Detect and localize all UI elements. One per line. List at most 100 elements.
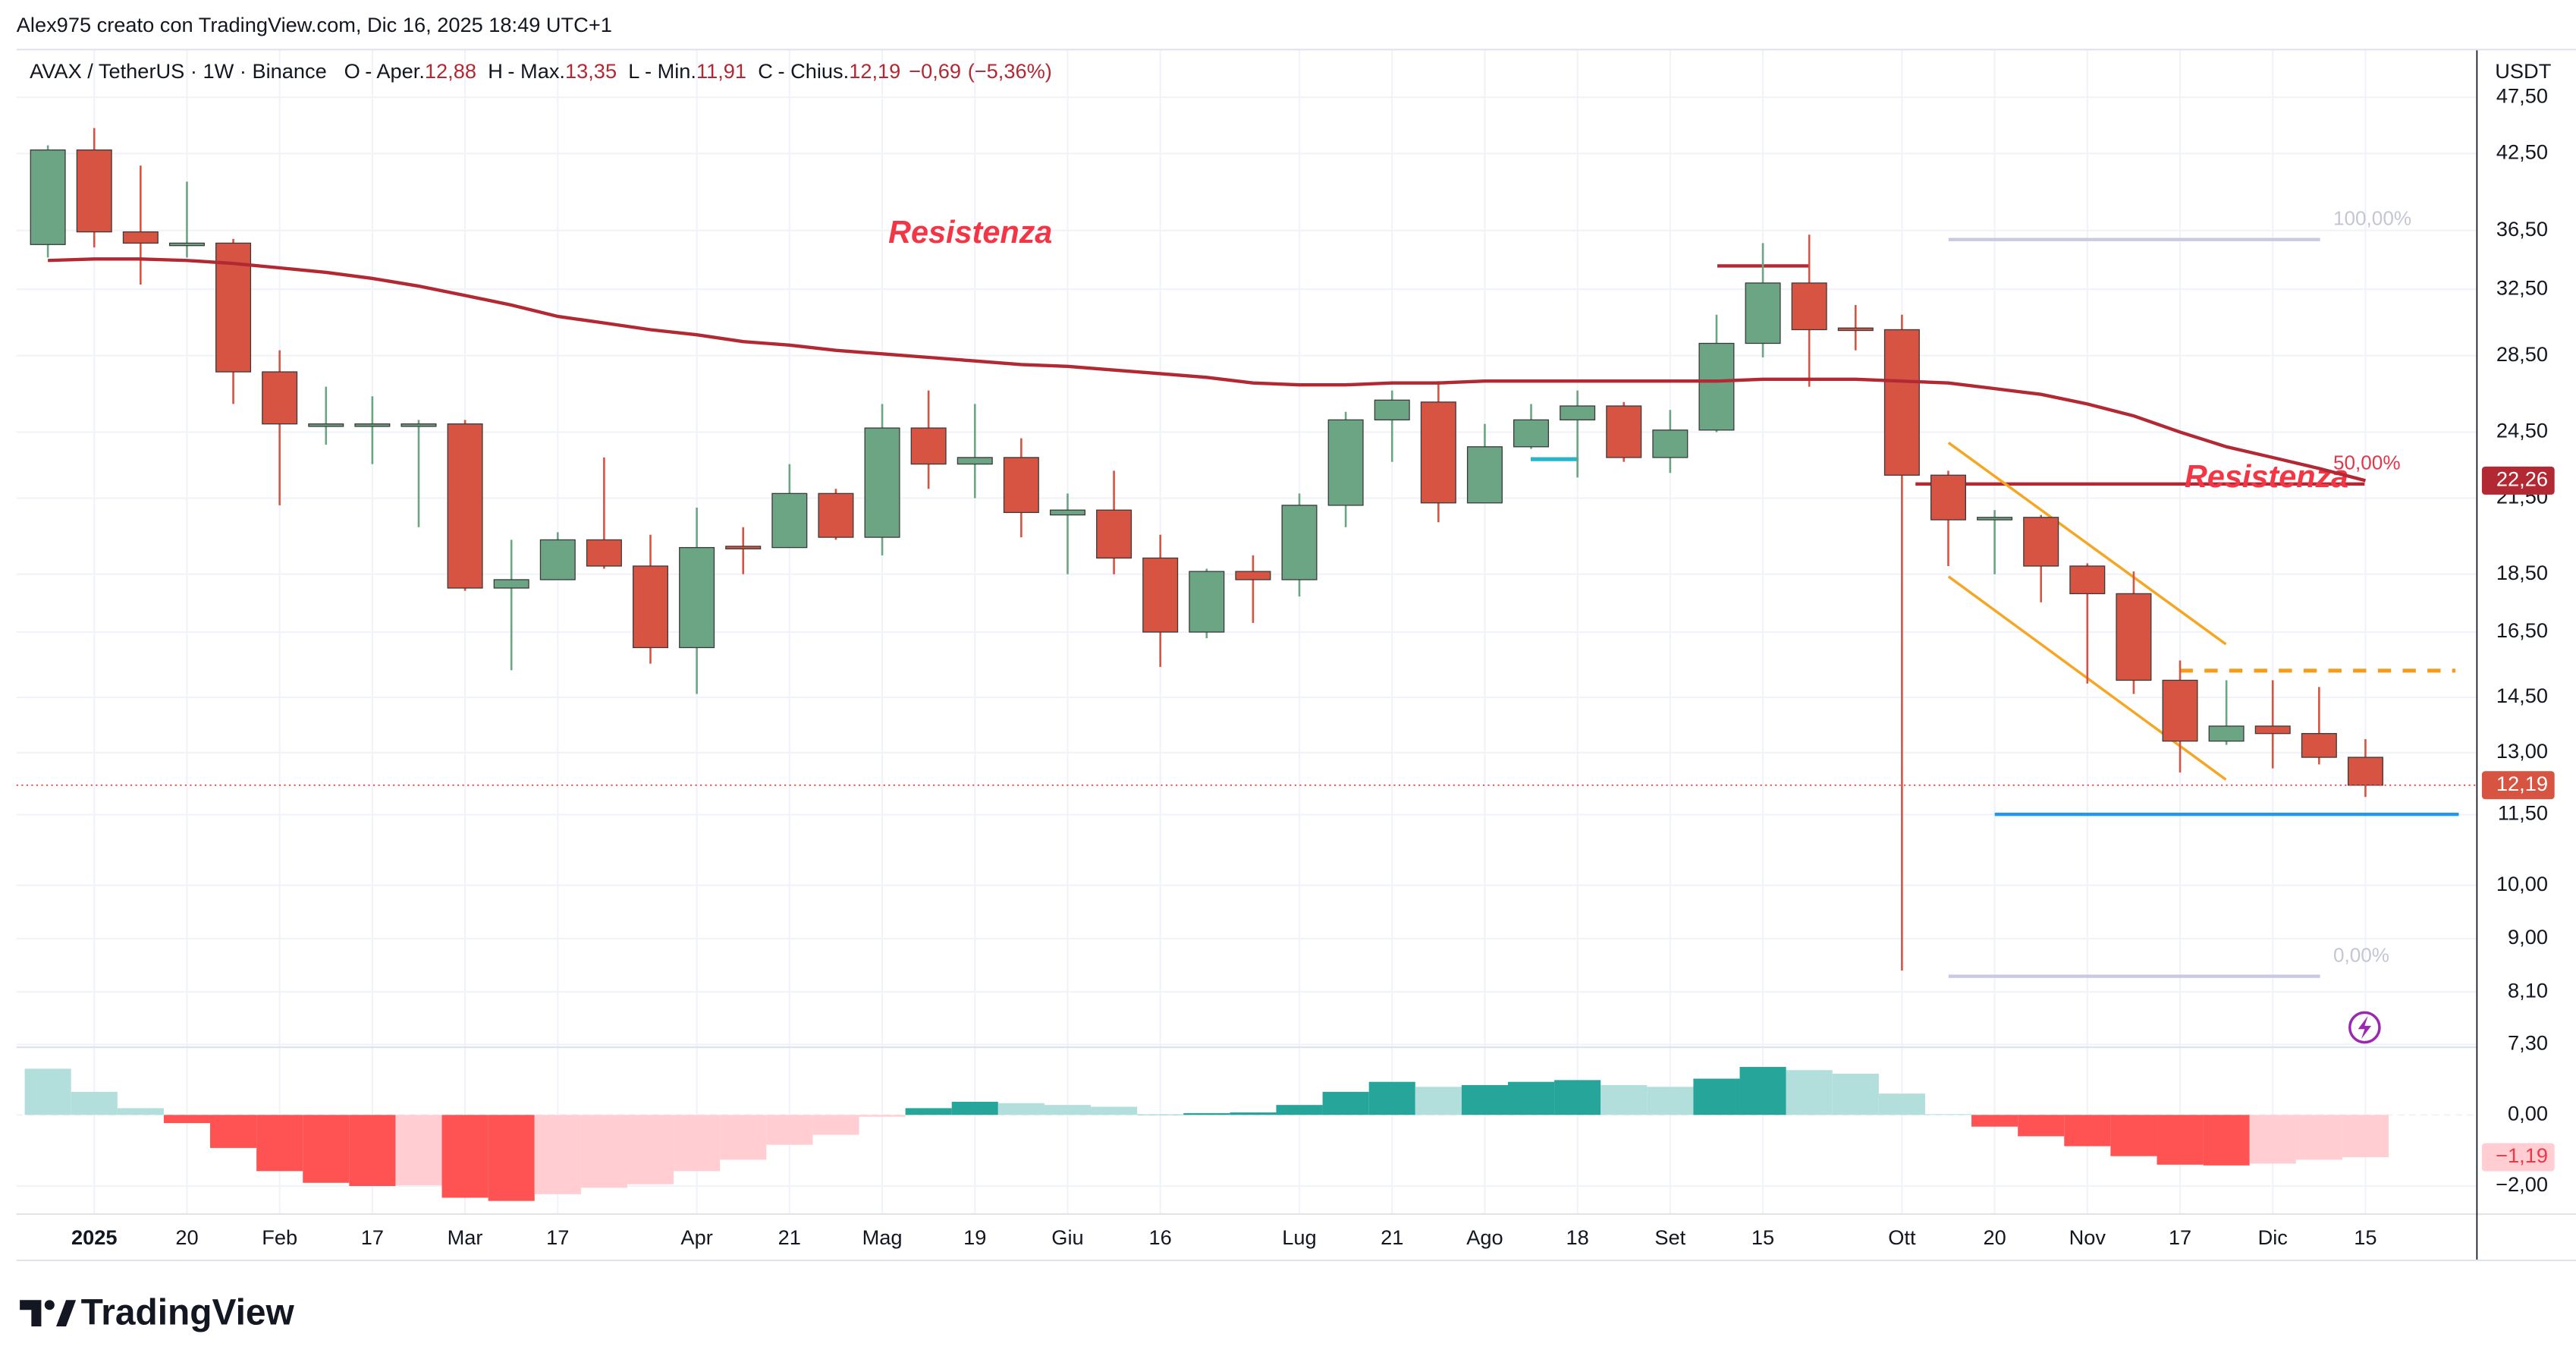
- y-tick-label: 11,50: [2498, 801, 2548, 825]
- logo-shape: [20, 1300, 42, 1327]
- fib-label: 0,00%: [2333, 943, 2389, 966]
- brand: TradingView: [81, 1292, 295, 1332]
- alert-icon-bolt[interactable]: [2358, 1015, 2372, 1040]
- x-tick-label: 21: [1381, 1225, 1403, 1249]
- histogram-bar: [1832, 1073, 1879, 1115]
- candle-body: [447, 423, 483, 589]
- logo-shape: [56, 1300, 77, 1327]
- legend-value: 12,19: [849, 59, 900, 83]
- candle-body: [1837, 327, 1874, 332]
- ma-label-box: [2481, 466, 2555, 495]
- x-tick-label: 17: [361, 1225, 384, 1249]
- alert-icon-circle[interactable]: [2348, 1011, 2381, 1044]
- candle-body: [2069, 565, 2106, 595]
- histogram-label: −1,19: [2496, 1144, 2548, 1167]
- x-tick-label: Mar: [448, 1225, 483, 1249]
- histogram-bar: [674, 1115, 721, 1172]
- histogram-bar: [441, 1115, 488, 1198]
- candle-body: [1698, 342, 1735, 431]
- candle-body: [1745, 282, 1781, 345]
- histogram-bar: [1091, 1106, 1138, 1115]
- legend-name: - Max.: [507, 59, 565, 83]
- x-tick-label: 17: [2169, 1225, 2191, 1249]
- histogram-bar: [1786, 1070, 1833, 1115]
- candle-body: [1327, 419, 1364, 506]
- histogram-bar: [1554, 1080, 1601, 1115]
- histogram-bar: [2203, 1115, 2250, 1166]
- candle-body: [308, 423, 344, 427]
- candle-body: [633, 565, 669, 649]
- y-tick-label: 42,50: [2496, 140, 2548, 164]
- candle-body: [1142, 557, 1179, 633]
- candle-body: [1096, 509, 1132, 559]
- fib-label: 100,00%: [2333, 206, 2411, 229]
- x-tick-label: Ago: [1466, 1225, 1503, 1249]
- legend-name: - Min.: [645, 59, 696, 83]
- x-tick-label: 20: [1983, 1225, 2006, 1249]
- legend-key: H: [488, 59, 503, 83]
- histogram-bar: [1322, 1091, 1369, 1115]
- x-tick-label: Nov: [2069, 1225, 2106, 1249]
- legend-change-pct: (−5,36%): [968, 59, 1052, 83]
- candle-body: [1235, 571, 1271, 580]
- y-tick-label: 16,50: [2496, 618, 2548, 642]
- candle-body: [1374, 399, 1410, 420]
- histogram-bar: [1044, 1105, 1092, 1115]
- candle-body: [1560, 405, 1596, 420]
- histogram-bar: [1230, 1112, 1277, 1115]
- legend-name: - Chius.: [778, 59, 849, 83]
- histogram-bar: [303, 1115, 350, 1183]
- legend-key: C: [758, 59, 773, 83]
- candle-body: [168, 242, 205, 247]
- legend-name: - Aper.: [365, 59, 425, 83]
- legend-value: 12,88: [425, 59, 476, 83]
- candle-body: [401, 423, 437, 427]
- y-tick-label: 32,50: [2496, 275, 2548, 299]
- candle-body: [2116, 593, 2152, 681]
- marks: [16, 127, 2477, 1201]
- candle-body: [2162, 679, 2198, 742]
- y-tick-label: 18,50: [2496, 561, 2548, 584]
- ma-label: 22,26: [2496, 467, 2548, 491]
- histogram-bar: [2342, 1115, 2389, 1158]
- candle-body: [1652, 429, 1689, 458]
- candle-body: [1791, 282, 1827, 331]
- annotation: Resistenza: [2185, 459, 2348, 494]
- candle-body: [957, 457, 993, 465]
- histogram-bar: [2249, 1115, 2296, 1164]
- histogram-bar: [1461, 1084, 1508, 1115]
- y-tick-label: 36,50: [2496, 217, 2548, 241]
- candle-body: [679, 546, 715, 649]
- x-tick-label: Mag: [862, 1225, 903, 1249]
- histogram-bar: [1924, 1114, 1972, 1115]
- histogram-bar: [1415, 1087, 1462, 1115]
- histogram-bar: [1693, 1078, 1740, 1115]
- x-tick-label: 19: [963, 1225, 986, 1249]
- y-tick-label: −2,00: [2496, 1172, 2548, 1196]
- brand-logo: TradingView: [20, 1292, 295, 1332]
- y-tick-label: 28,50: [2496, 342, 2548, 366]
- candle-body: [1003, 457, 1039, 514]
- candle-body: [1049, 509, 1085, 516]
- histogram-bar: [117, 1108, 164, 1115]
- candle-body: [1606, 405, 1642, 458]
- y-tick-label: 13,00: [2496, 739, 2548, 763]
- histogram-bar: [1368, 1081, 1415, 1115]
- candle-body: [771, 492, 808, 549]
- histogram-bar: [1183, 1112, 1230, 1115]
- candle-body: [818, 492, 854, 538]
- x-tick-label: 17: [546, 1225, 569, 1249]
- histogram-bar: [812, 1115, 859, 1135]
- alert-icon[interactable]: [2348, 1011, 2381, 1044]
- candle-body: [1883, 329, 1920, 476]
- histogram-bar: [580, 1115, 627, 1188]
- candle-body: [864, 427, 900, 538]
- symbol-legend: AVAX / TetherUS · 1W · Binance O- Aper.1…: [30, 59, 1052, 83]
- x-tick-label: Ott: [1888, 1225, 1916, 1249]
- credit: Alex975 creato con TradingView.com, Dic …: [17, 13, 612, 36]
- x-tick-label: Dic: [2258, 1225, 2288, 1249]
- candle-body: [725, 546, 762, 549]
- candle-body: [30, 149, 66, 245]
